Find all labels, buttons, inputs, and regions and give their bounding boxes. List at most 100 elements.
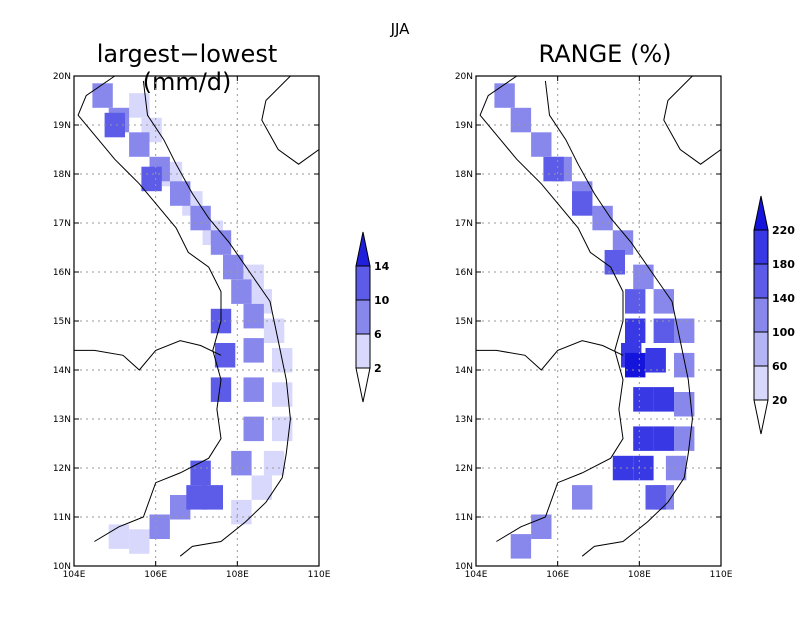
right-lat-label: 20N xyxy=(455,72,473,82)
left-colorbar-top-arrow xyxy=(355,231,371,267)
left-lat-label: 10N xyxy=(53,562,71,572)
left-lat-label: 19N xyxy=(53,121,71,131)
right-grid-cell-21 xyxy=(625,289,646,314)
right-lon-label: 106E xyxy=(546,570,569,580)
right-grid-cell-23 xyxy=(645,485,666,510)
left-grid-cell-14 xyxy=(108,524,130,549)
right-grid-cell-27 xyxy=(653,387,674,412)
left-grid-cell-0 xyxy=(129,93,150,118)
right-map-panel: 10N 11N 12N 13N 14N 15N 16N 17N 18N 19N 20N 104E 106… xyxy=(455,72,733,580)
right-colorbar-label: 180 xyxy=(772,258,795,271)
left-grid-cell-7 xyxy=(263,318,285,343)
left-grid-cell-31 xyxy=(149,514,170,539)
left-hainan-outline xyxy=(261,75,320,165)
left-lon-label: 106E xyxy=(144,570,167,580)
right-colorbar-label: 20 xyxy=(772,394,788,407)
left-lat-label: 16N xyxy=(53,268,71,278)
left-lat-label: 11N xyxy=(53,513,71,523)
left-grid-cell-12 xyxy=(251,475,272,500)
left-border-line xyxy=(77,75,222,542)
right-lat-label: 10N xyxy=(455,562,473,572)
right-lat-label: 14N xyxy=(455,366,473,376)
right-grid-cell-15 xyxy=(572,485,593,510)
left-colorbar-label: 10 xyxy=(374,294,390,307)
right-grid-cell-11 xyxy=(674,392,695,417)
left-grid-cell-13 xyxy=(231,499,252,525)
right-coastline xyxy=(544,80,693,557)
left-grid-cell-30 xyxy=(170,495,191,520)
left-colorbar-segment xyxy=(355,299,371,335)
left-grid-cell-18 xyxy=(129,132,150,157)
right-grid-cell-18 xyxy=(543,156,564,182)
left-grid-cell-25 xyxy=(243,303,264,329)
right-inland-border xyxy=(476,340,624,371)
right-hainan-outline xyxy=(663,75,722,165)
right-colorbar-segment xyxy=(753,331,769,367)
right-colorbar: 220 180 140 100 60 20 xyxy=(753,195,795,435)
right-lat-label: 11N xyxy=(455,513,473,523)
left-grid-cell-39 xyxy=(186,485,207,510)
left-grid-cell-27 xyxy=(243,377,264,402)
left-lon-label: 110E xyxy=(308,570,331,580)
right-grid-cell-22 xyxy=(653,318,674,343)
left-lat-label: 20N xyxy=(53,72,71,82)
right-grid-cell-8 xyxy=(653,289,674,314)
right-grid-cell-26 xyxy=(633,387,654,412)
left-lat-label: 17N xyxy=(53,219,71,229)
left-lat-label: 15N xyxy=(53,317,71,327)
right-colorbar-segment xyxy=(753,263,769,299)
right-lat-label: 19N xyxy=(455,121,473,131)
right-lat-label: 15N xyxy=(455,317,473,327)
left-colorbar-segment xyxy=(355,333,371,369)
right-grid-cell-0 xyxy=(494,83,515,108)
right-grid-cell-10 xyxy=(674,352,695,378)
left-grid-cell-32 xyxy=(104,112,125,138)
right-colorbar-label: 140 xyxy=(772,292,795,305)
right-lat-label: 17N xyxy=(455,219,473,229)
right-lon-label: 110E xyxy=(710,570,733,580)
right-grid-cell-30 xyxy=(612,455,634,481)
right-lat-label: 18N xyxy=(455,170,473,180)
left-lon-label: 108E xyxy=(226,570,249,580)
left-map-panel: 10N 11N 12N 13N 14N 15N 16N 17N 18N 19N 20N 104E 106… xyxy=(53,72,331,580)
left-grid-cell-24 xyxy=(231,279,252,304)
left-grid-cell-11 xyxy=(263,450,285,476)
left-lon-label: 104E xyxy=(63,570,86,580)
right-grid-cell-1 xyxy=(510,107,532,133)
right-colorbar-segment xyxy=(753,229,769,265)
left-colorbar-bottom-arrow xyxy=(355,367,371,403)
left-panel-title: largest−lowest (mm/d) xyxy=(96,40,278,96)
right-grid-cell-13 xyxy=(665,455,687,481)
right-colorbar-bottom-arrow xyxy=(753,399,769,435)
left-grid-cell-22 xyxy=(210,230,232,255)
right-colorbar-label: 60 xyxy=(772,360,788,373)
right-colorbar-top-arrow xyxy=(753,195,769,231)
left-colorbar-label: 14 xyxy=(374,260,390,273)
right-grid-cell-9 xyxy=(674,318,695,343)
right-colorbar-label: 220 xyxy=(772,224,795,237)
right-lat-label: 16N xyxy=(455,268,473,278)
right-grid-cell-19 xyxy=(572,191,593,216)
left-grid-cell-9 xyxy=(272,382,293,407)
left-coastline xyxy=(142,80,291,557)
left-colorbar-segment xyxy=(355,265,371,301)
left-grid-cell-21 xyxy=(190,205,211,231)
left-lat-label: 14N xyxy=(53,366,71,376)
right-lon-label: 104E xyxy=(465,570,488,580)
right-grid-cell-31 xyxy=(633,455,654,481)
left-grid-cell-29 xyxy=(231,450,252,476)
left-grid-cell-26 xyxy=(243,338,264,363)
left-grid-cell-20 xyxy=(170,181,191,206)
left-colorbar-label: 2 xyxy=(374,362,382,375)
right-colorbar-label: 100 xyxy=(772,326,795,339)
right-grid-cell-6 xyxy=(612,230,634,255)
left-grid-cell-15 xyxy=(129,529,150,554)
right-panel-title: RANGE (%) xyxy=(538,40,672,68)
right-grid-cell-5 xyxy=(592,205,613,231)
left-lat-label: 18N xyxy=(53,170,71,180)
left-inland-border xyxy=(74,340,222,371)
right-grid-cell-7 xyxy=(633,264,654,290)
right-grid-cell-20 xyxy=(604,250,625,275)
left-grid-cell-10 xyxy=(272,416,293,442)
